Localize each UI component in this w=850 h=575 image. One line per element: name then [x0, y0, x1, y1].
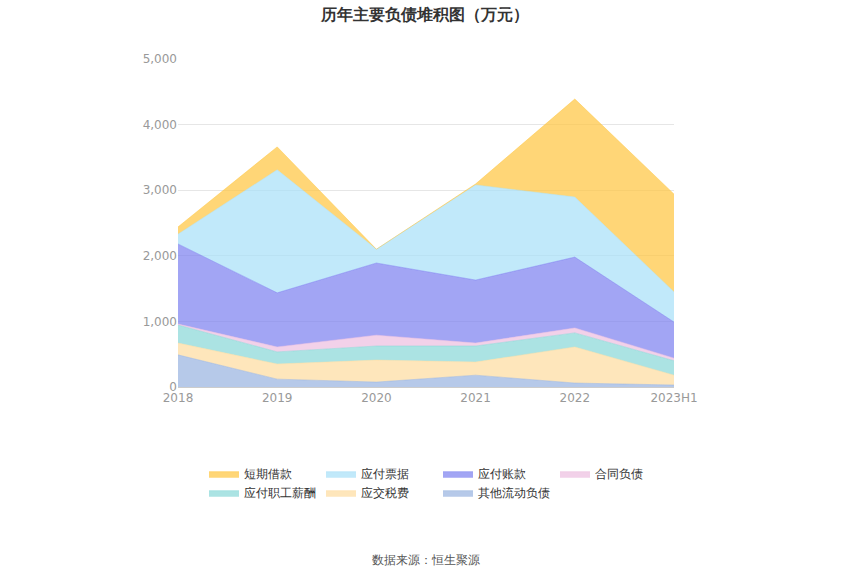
- svg-text:2019: 2019: [262, 391, 293, 405]
- svg-text:2018: 2018: [163, 391, 194, 405]
- svg-text:2023H1: 2023H1: [650, 391, 697, 405]
- svg-text:4,000: 4,000: [143, 118, 177, 132]
- svg-text:应交税费: 应交税费: [361, 486, 409, 500]
- svg-text:应付职工薪酬: 应付职工薪酬: [244, 486, 316, 500]
- svg-text:历年主要负债堆积图（万元）: 历年主要负债堆积图（万元）: [320, 5, 529, 24]
- svg-text:2020: 2020: [361, 391, 392, 405]
- svg-text:5,000: 5,000: [143, 52, 177, 66]
- svg-text:0: 0: [169, 380, 177, 394]
- svg-text:2021: 2021: [460, 391, 491, 405]
- svg-text:1,000: 1,000: [143, 315, 177, 329]
- svg-text:3,000: 3,000: [143, 183, 177, 197]
- svg-text:2,000: 2,000: [143, 249, 177, 263]
- svg-text:应付票据: 应付票据: [361, 467, 409, 481]
- svg-text:应付账款: 应付账款: [478, 467, 526, 481]
- svg-text:数据来源：恒生聚源: 数据来源：恒生聚源: [372, 553, 480, 567]
- svg-text:短期借款: 短期借款: [244, 467, 292, 481]
- svg-text:其他流动负债: 其他流动负债: [478, 486, 550, 500]
- svg-text:2022: 2022: [560, 391, 591, 405]
- svg-text:合同负债: 合同负债: [595, 467, 643, 481]
